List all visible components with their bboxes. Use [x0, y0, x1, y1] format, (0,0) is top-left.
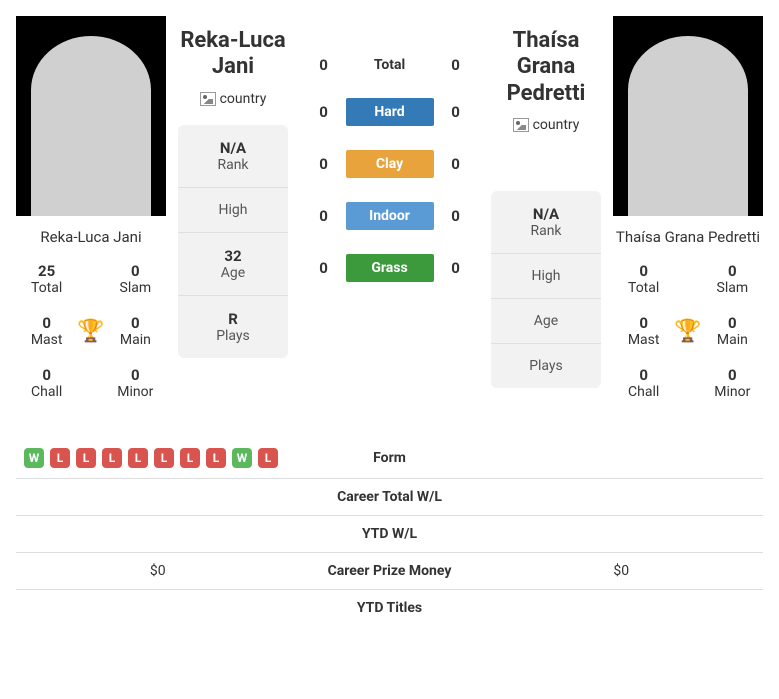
p2-slam: 0 Slam	[702, 262, 763, 296]
surface-pill-indoor: Indoor	[346, 202, 434, 230]
player1-card: Reka-Luca Jani 25 Total 0 Slam 0 Mast 🏆 …	[16, 16, 166, 414]
h2h-column: 0 Total 0 0 Hard 0 0 Clay 0 0 Indoor 0 0 Grass 0	[300, 16, 479, 282]
h2h-row: 0 Hard 0	[300, 98, 479, 126]
h2h-left-score: 0	[312, 56, 336, 74]
p2-age-row: Age	[491, 298, 601, 343]
player2-name-below: Thaísa Grana Pedretti	[613, 216, 763, 258]
p1-total: 25 Total	[16, 262, 77, 296]
player1-form: WLLLLLLLWL	[16, 448, 300, 468]
h2h-left-score: 0	[312, 259, 336, 277]
form-loss-badge: L	[180, 448, 200, 468]
p1-age-row: 32 Age	[178, 232, 288, 295]
trophy-icon: 🏆	[674, 319, 701, 344]
player2-card: Thaísa Grana Pedretti 0 Total 0 Slam 0 M…	[613, 16, 763, 414]
player1-name-below: Reka-Luca Jani	[16, 216, 166, 258]
surface-pill-grass: Grass	[346, 254, 434, 282]
h2h-right-score: 0	[444, 259, 468, 277]
p1-rank-row: N/A Rank	[178, 125, 288, 187]
h2h-row: 0 Total 0	[300, 56, 479, 74]
player2-country: country	[491, 113, 601, 151]
h2h-right-score: 0	[444, 56, 468, 74]
h2h-right-score: 0	[444, 103, 468, 121]
p1-plays-row: R Plays	[178, 295, 288, 358]
compare-form-row: WLLLLLLLWL Form	[16, 438, 763, 479]
broken-image-icon	[200, 92, 216, 106]
p1-minor: 0 Minor	[105, 366, 166, 400]
p1-high-row: High	[178, 187, 288, 232]
h2h-row: 0 Indoor 0	[300, 202, 479, 230]
compare-ytd-titles-row: YTD Titles	[16, 590, 763, 626]
h2h-row: 0 Grass 0	[300, 254, 479, 282]
surface-pill-clay: Clay	[346, 150, 434, 178]
compare-section: WLLLLLLLWL Form Career Total W/L YTD W/L…	[16, 438, 763, 626]
h2h-left-score: 0	[312, 103, 336, 121]
player1-info-rows: N/A Rank High 32 Age R Plays	[178, 125, 288, 358]
p2-total: 0 Total	[613, 262, 674, 296]
p2-mast: 0 Mast	[613, 314, 674, 348]
h2h-left-score: 0	[312, 155, 336, 173]
p1-mast: 0 Mast	[16, 314, 77, 348]
player-silhouette-icon	[628, 36, 748, 216]
form-loss-badge: L	[76, 448, 96, 468]
p2-rank-row: N/A Rank	[491, 191, 601, 253]
compare-prize-row: $0 Career Prize Money $0	[16, 553, 763, 590]
h2h-right-score: 0	[444, 155, 468, 173]
player2-photo	[613, 16, 763, 216]
player2-titles-grid: 0 Total 0 Slam 0 Mast 🏆 0 Main 0 Chall	[613, 258, 763, 414]
p2-chall: 0 Chall	[613, 366, 674, 400]
player1-heading: Reka-Luca Jani	[178, 16, 288, 87]
form-loss-badge: L	[206, 448, 226, 468]
h2h-right-score: 0	[444, 207, 468, 225]
form-win-badge: W	[232, 448, 252, 468]
broken-image-icon	[513, 118, 529, 132]
compare-career-wl-row: Career Total W/L	[16, 479, 763, 516]
p1-chall: 0 Chall	[16, 366, 77, 400]
form-loss-badge: L	[154, 448, 174, 468]
p2-main: 0 Main	[702, 314, 763, 348]
surface-pill-hard: Hard	[346, 98, 434, 126]
h2h-left-score: 0	[312, 207, 336, 225]
h2h-total-label: Total	[346, 57, 434, 73]
trophy-icon: 🏆	[77, 319, 104, 344]
player2-heading: Thaísa Grana Pedretti	[491, 16, 601, 113]
compare-ytd-wl-row: YTD W/L	[16, 516, 763, 553]
h2h-row: 0 Clay 0	[300, 150, 479, 178]
p2-high-row: High	[491, 253, 601, 298]
form-loss-badge: L	[102, 448, 122, 468]
p2-minor: 0 Minor	[702, 366, 763, 400]
player1-photo	[16, 16, 166, 216]
top-row: Reka-Luca Jani 25 Total 0 Slam 0 Mast 🏆 …	[16, 16, 763, 414]
player1-info-col: Reka-Luca Jani country N/A Rank High 32 …	[178, 16, 288, 358]
form-loss-badge: L	[258, 448, 278, 468]
p2-plays-row: Plays	[491, 343, 601, 388]
p1-main: 0 Main	[105, 314, 166, 348]
player2-info-rows: N/A Rank High Age Plays	[491, 191, 601, 388]
form-win-badge: W	[24, 448, 44, 468]
form-loss-badge: L	[50, 448, 70, 468]
player1-country: country	[178, 87, 288, 125]
player1-titles-grid: 25 Total 0 Slam 0 Mast 🏆 0 Main 0 Chall	[16, 258, 166, 414]
player2-info-col: Thaísa Grana Pedretti country N/A Rank H…	[491, 16, 601, 388]
form-loss-badge: L	[128, 448, 148, 468]
player-silhouette-icon	[31, 36, 151, 216]
p1-slam: 0 Slam	[105, 262, 166, 296]
